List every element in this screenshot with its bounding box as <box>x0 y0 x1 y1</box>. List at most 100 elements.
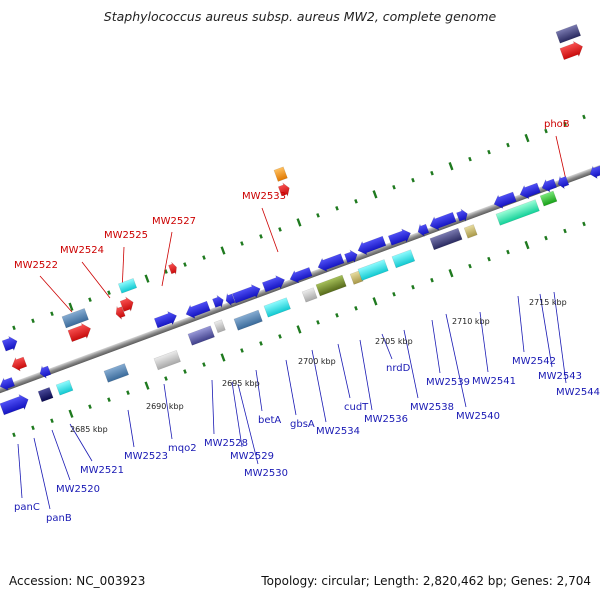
gene-feature <box>463 224 478 239</box>
gene-label[interactable]: MW2530 <box>244 468 288 479</box>
gene-label[interactable]: betA <box>258 415 281 426</box>
gene-label[interactable]: MW2533 <box>242 191 286 202</box>
gene-feature <box>555 24 582 44</box>
gene-label[interactable]: MW2522 <box>14 260 58 271</box>
tick-mark <box>487 149 491 155</box>
gene-label[interactable]: cudT <box>344 402 369 413</box>
leader-line <box>237 383 259 465</box>
tick-mark <box>12 325 16 331</box>
gene-label[interactable]: MW2524 <box>60 245 104 256</box>
gene-feature <box>429 211 457 231</box>
gene-feature <box>37 387 54 403</box>
tick-mark <box>50 311 54 317</box>
gene-label[interactable]: MW2543 <box>538 371 582 382</box>
gene-label[interactable]: MW2540 <box>456 411 500 422</box>
gene-feature <box>0 393 29 416</box>
gene-label[interactable]: MW2534 <box>316 426 360 437</box>
leader-line <box>17 443 23 499</box>
gene-label[interactable]: MW2527 <box>152 216 196 227</box>
tick-mark <box>144 274 150 283</box>
leader-line <box>33 437 51 510</box>
gene-label[interactable]: panB <box>46 513 72 524</box>
gene-feature <box>541 178 558 193</box>
tick-mark <box>430 277 434 283</box>
gene-label[interactable]: MW2521 <box>80 465 124 476</box>
tick-mark <box>296 218 302 227</box>
leader-line <box>359 339 373 411</box>
leader-line <box>553 291 567 384</box>
tick-mark <box>107 290 111 295</box>
tick-mark <box>411 284 415 290</box>
gene-label[interactable]: panC <box>14 502 40 513</box>
tick-mark <box>372 190 378 199</box>
tick-mark <box>126 390 130 395</box>
leader-line <box>231 381 243 448</box>
gene-label[interactable]: MW2529 <box>230 451 274 462</box>
tick-mark <box>448 162 454 171</box>
gene-feature <box>117 278 138 294</box>
tick-mark <box>582 221 586 227</box>
tick-mark <box>202 362 206 367</box>
tick-mark <box>563 121 567 127</box>
tick-mark <box>487 256 491 262</box>
scale-label: 2690 kbp <box>146 402 184 411</box>
gene-label[interactable]: MW2541 <box>472 376 516 387</box>
gene-feature <box>429 227 463 251</box>
scale-labels: 2685 kbp 2690 kbp 2695 kbp 2700 kbp 2705 kbp… <box>70 298 567 434</box>
upper-tick-row <box>12 114 586 331</box>
gene-feature <box>225 292 236 307</box>
tick-mark <box>240 348 244 353</box>
gene-feature <box>357 259 389 281</box>
tick-mark <box>259 234 263 239</box>
leader-line <box>285 359 297 416</box>
gene-feature <box>391 249 416 269</box>
gene-label[interactable]: MW2525 <box>104 230 148 241</box>
scale-label: 2705 kbp <box>375 337 413 346</box>
leader-line <box>337 343 351 399</box>
gene-label[interactable]: MW2528 <box>204 438 248 449</box>
scale-label: 2700 kbp <box>298 357 336 366</box>
genome-summary-text: Topology: circular; Length: 2,820,462 bp… <box>261 574 591 588</box>
tick-mark <box>392 184 396 190</box>
gene-label[interactable]: MW2539 <box>426 377 470 388</box>
gene-feature <box>539 190 558 207</box>
tick-mark <box>563 228 567 234</box>
gene-label[interactable]: phoB <box>544 119 570 130</box>
tick-mark <box>278 334 282 339</box>
gene-label[interactable]: MW2520 <box>56 484 100 495</box>
tick-mark <box>220 353 226 362</box>
leader-line <box>539 293 553 368</box>
gene-feature <box>1 335 18 352</box>
gene-label[interactable]: nrdD <box>386 363 411 374</box>
tick-mark <box>392 291 396 297</box>
tick-mark <box>544 128 548 134</box>
gene-label[interactable]: gbsA <box>290 419 315 430</box>
gene-feature <box>519 182 541 200</box>
gene-label[interactable]: MW2544 <box>556 387 600 398</box>
gene-label[interactable]: mqo2 <box>168 443 197 454</box>
gene-feature <box>263 297 291 318</box>
gene-feature <box>67 322 91 343</box>
gene-label[interactable]: MW2538 <box>410 402 454 413</box>
tick-mark <box>68 302 74 311</box>
map-title: Staphylococcus aureus subsp. aureus MW2,… <box>103 9 497 24</box>
tick-mark <box>468 263 472 269</box>
gene-label[interactable]: MW2542 <box>512 356 556 367</box>
gene-label[interactable]: MW2536 <box>364 414 408 425</box>
tick-mark <box>183 262 187 267</box>
gene-feature <box>61 308 89 329</box>
tick-mark <box>316 213 320 218</box>
gene-feature <box>233 309 263 331</box>
gene-label[interactable]: MW2523 <box>124 451 168 462</box>
tick-mark <box>164 376 168 381</box>
tick-mark <box>107 397 111 402</box>
leader-line <box>163 383 173 440</box>
tick-mark <box>524 133 530 143</box>
tick-mark <box>296 325 302 334</box>
gene-feature <box>11 356 28 372</box>
leader-line <box>51 429 71 481</box>
leader-line <box>311 349 327 423</box>
tick-mark <box>50 418 54 424</box>
leader-line <box>127 409 135 448</box>
